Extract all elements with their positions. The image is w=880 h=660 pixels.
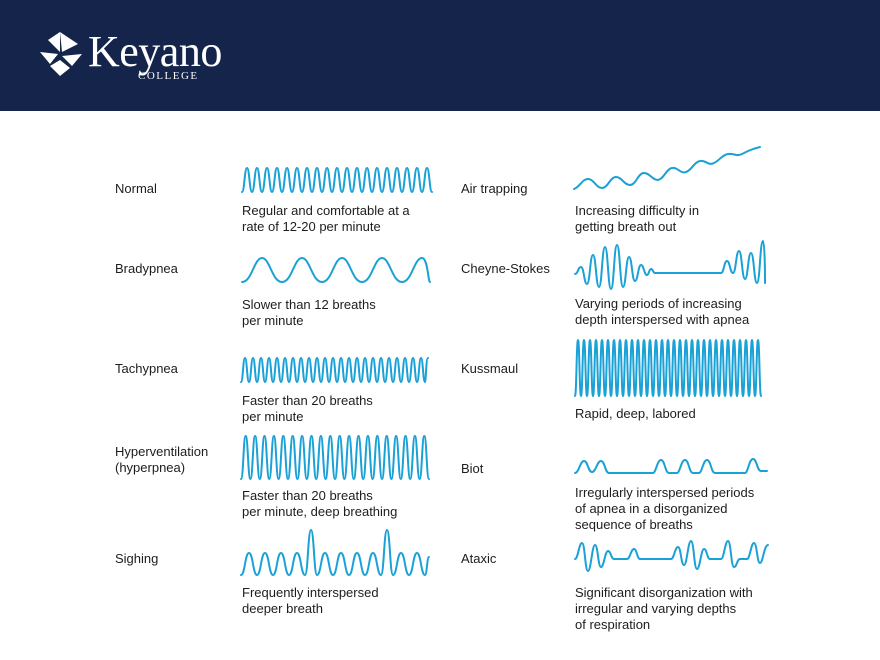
pattern-desc-tachypnea: Faster than 20 breaths per minute [242, 393, 373, 424]
pattern-name-kussmaul: Kussmaul [461, 361, 519, 376]
pattern-desc-ataxic: Significant disorganization with irregul… [575, 585, 753, 632]
pattern-name-tachypnea: Tachypnea [115, 361, 178, 376]
waveform-ataxic [574, 540, 769, 572]
pattern-name-cheyne-stokes: Cheyne-Stokes [461, 261, 550, 276]
pattern-name-hyperventilation: Hyperventilation (hyperpnea) [115, 444, 209, 475]
waveform-kussmaul [574, 339, 762, 397]
pattern-name-sighing: Sighing [115, 551, 159, 566]
pattern-desc-air-trapping: Increasing difficulty in getting breath … [575, 203, 700, 234]
pattern-name-air-trapping: Air trapping [461, 181, 528, 196]
waveform-air-trapping [573, 146, 761, 190]
logo-wordmark: Keyano [88, 27, 222, 76]
waveform-tachypnea [240, 357, 429, 383]
pattern-desc-sighing: Frequently interspersed deeper breath [242, 585, 379, 616]
waveform-cheyne-stokes [574, 240, 766, 290]
waveform-biot [574, 458, 768, 474]
pattern-name-ataxic: Ataxic [461, 551, 497, 566]
keyano-logo: Keyano COLLEGE [38, 27, 238, 90]
waveform-sighing [240, 529, 430, 576]
waveform-normal [241, 167, 433, 193]
pattern-name-normal: Normal [115, 181, 157, 196]
pattern-desc-biot: Irregularly interspersed periods of apne… [575, 485, 755, 532]
pattern-desc-hyperventilation: Faster than 20 breaths per minute, deep … [242, 488, 398, 519]
logo-subtitle: COLLEGE [138, 70, 199, 82]
pattern-desc-kussmaul: Rapid, deep, labored [575, 406, 696, 421]
pattern-desc-normal: Regular and comfortable at a rate of 12-… [242, 203, 410, 234]
pattern-name-biot: Biot [461, 461, 484, 476]
pattern-desc-bradypnea: Slower than 12 breaths per minute [242, 297, 376, 328]
waveform-bradypnea [241, 257, 431, 283]
header-bar: Keyano COLLEGE [0, 0, 880, 111]
pattern-name-bradypnea: Bradypnea [115, 261, 178, 276]
waveform-hyperventilation [240, 435, 430, 480]
pattern-desc-cheyne-stokes: Varying periods of increasing depth inte… [575, 296, 750, 327]
keyano-emblem-icon [40, 32, 82, 76]
